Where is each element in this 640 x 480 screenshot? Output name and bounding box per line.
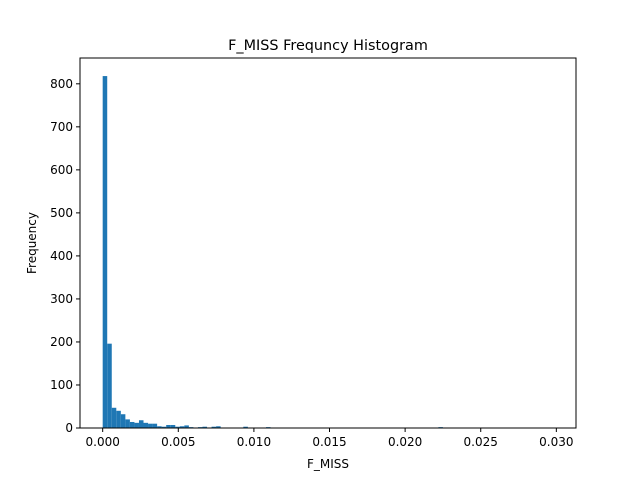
histogram-bar xyxy=(161,426,167,428)
y-tick-label: 0 xyxy=(65,421,73,435)
y-axis-label: Frequency xyxy=(25,212,39,274)
histogram-bar xyxy=(175,426,180,428)
histogram-bar xyxy=(184,425,189,428)
chart-title: F_MISS Frequncy Histogram xyxy=(228,38,428,54)
histogram-bar xyxy=(157,426,162,428)
bars-group xyxy=(102,76,557,429)
x-tick-label: 0.020 xyxy=(388,435,422,449)
histogram-bar xyxy=(102,76,108,429)
y-tick-label: 500 xyxy=(50,206,73,220)
histogram-bar xyxy=(148,423,153,428)
histogram-bar xyxy=(116,410,121,428)
x-tick-label: 0.025 xyxy=(464,435,498,449)
x-tick-label: 0.000 xyxy=(86,435,120,449)
histogram-bar xyxy=(125,419,130,428)
x-tick-label: 0.005 xyxy=(161,435,195,449)
histogram-bar xyxy=(179,426,185,428)
x-tick-label: 0.030 xyxy=(539,435,573,449)
y-tick-label: 600 xyxy=(50,163,73,177)
histogram-bar xyxy=(216,426,221,428)
histogram-bar xyxy=(170,424,176,428)
y-tick-label: 700 xyxy=(50,120,73,134)
y-axis-ticks: 0 100 200 300 400 500 600 700 800 xyxy=(50,77,80,435)
histogram-bar xyxy=(120,414,126,428)
histogram-bar xyxy=(138,420,144,428)
histogram-bar xyxy=(202,426,208,428)
histogram-bar xyxy=(243,426,248,428)
plot-area-frame xyxy=(79,57,577,429)
histogram-bar xyxy=(111,407,117,428)
histogram-bar xyxy=(143,422,149,428)
x-axis-label: F_MISS xyxy=(307,457,349,471)
y-tick-label: 100 xyxy=(50,378,73,392)
histogram-bar xyxy=(129,421,135,428)
y-tick-label: 400 xyxy=(50,249,73,263)
histogram-bar xyxy=(107,343,112,428)
histogram-bar xyxy=(166,424,171,428)
x-tick-label: 0.015 xyxy=(312,435,346,449)
histogram-bar xyxy=(152,423,158,428)
y-tick-label: 800 xyxy=(50,77,73,91)
x-axis-ticks: 0.000 0.005 0.010 0.015 0.020 0.025 0.030 xyxy=(86,428,574,449)
histogram-bar xyxy=(211,426,217,428)
y-tick-label: 200 xyxy=(50,335,73,349)
x-tick-label: 0.010 xyxy=(237,435,271,449)
histogram-bar xyxy=(134,422,139,428)
y-tick-label: 300 xyxy=(50,292,73,306)
